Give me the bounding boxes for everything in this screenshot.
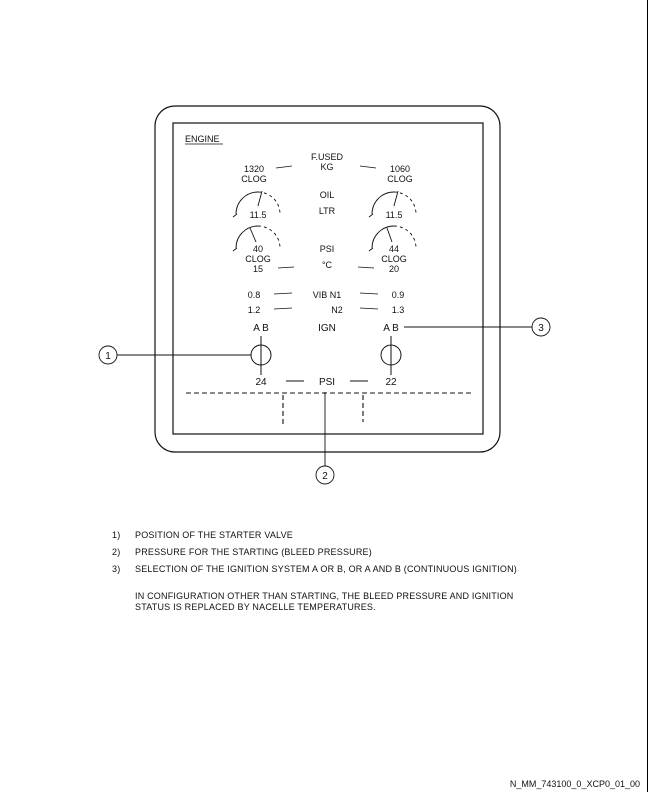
- display-screen: [172, 122, 484, 435]
- display-dashed-separator: [186, 392, 474, 424]
- left-oil-qty-gauge: [232, 190, 281, 218]
- legend-item-number: 2): [112, 546, 121, 557]
- right-fuel-dash: [359, 165, 377, 169]
- right-vib-n1-value: 0.9: [392, 290, 405, 300]
- right-oil-temp-value: 20: [389, 264, 399, 274]
- vib-n2-label: N2: [331, 305, 343, 315]
- left-starter-valve: [250, 336, 272, 375]
- legend-item: 3) SELECTION OF THE IGNITION SYSTEM A OR…: [112, 560, 612, 577]
- psi-oil-label: PSI: [320, 244, 335, 254]
- left-oil-press-gauge: [232, 225, 281, 252]
- legend-item-text: POSITION OF THE STARTER VALVE: [135, 529, 293, 540]
- display-bezel: [154, 105, 501, 453]
- callout-3-number: 3: [538, 323, 544, 334]
- right-starter-valve: [380, 336, 402, 375]
- left-oil-temp-value: 15: [253, 264, 263, 274]
- right-vib-n2-value: 1.3: [392, 305, 405, 315]
- legend-item-text: PRESSURE FOR THE STARTING (BLEED PRESSUR…: [135, 546, 372, 557]
- right-oil-press-value: 44: [389, 244, 399, 254]
- fused-label: F.USED: [311, 152, 344, 162]
- vib-n1-label: VIB N1: [313, 290, 342, 300]
- callout-1-number: 1: [105, 351, 111, 362]
- right-oil-press-gauge: [368, 225, 417, 252]
- left-oil-temp-dash: [277, 266, 295, 269]
- ltr-label: LTR: [319, 206, 336, 216]
- legend-item-number: 1): [112, 529, 121, 540]
- left-ign-ab: A B: [253, 323, 269, 334]
- right-fuel-used-value: 1060: [390, 164, 410, 174]
- callout-2-number: 2: [322, 471, 328, 482]
- legend-item-number: 3): [112, 563, 121, 574]
- left-vib-n2-value: 1.2: [248, 305, 261, 315]
- legend: 1) POSITION OF THE STARTER VALVE 2) PRES…: [112, 526, 612, 613]
- document-reference: N_MM_743100_0_XCP0_01_00: [509, 779, 640, 789]
- engine-display-diagram: ENGINE F.USED KG 1320 CLOG 1060 CLOG OIL…: [98, 105, 551, 485]
- oil-label: OIL: [320, 190, 335, 200]
- callout-leaders: [117, 326, 532, 466]
- right-oil-temp-dash: [357, 266, 375, 269]
- left-oil-clog: CLOG: [245, 254, 271, 264]
- callout-3: 3: [531, 317, 551, 337]
- right-oil-qty-value: 11.5: [386, 210, 403, 220]
- ign-label: IGN: [318, 323, 336, 334]
- legend-item: 1) POSITION OF THE STARTER VALVE: [112, 526, 612, 543]
- legend-item-text: SELECTION OF THE IGNITION SYSTEM A OR B,…: [135, 563, 517, 574]
- right-bleed-psi-value: 22: [385, 377, 397, 388]
- vib-dashes: [273, 292, 379, 310]
- bleed-psi-label: PSI: [319, 377, 335, 388]
- right-oil-clog: CLOG: [381, 254, 407, 264]
- left-bleed-psi-value: 24: [255, 377, 267, 388]
- configuration-note: IN CONFIGURATION OTHER THAN STARTING, TH…: [135, 591, 514, 612]
- callout-1: 1: [98, 345, 118, 365]
- left-fuel-clog: CLOG: [241, 174, 267, 184]
- legend-item: 2) PRESSURE FOR THE STARTING (BLEED PRES…: [112, 543, 612, 560]
- left-oil-press-value: 40: [253, 244, 263, 254]
- oil-temp-unit: °C: [322, 260, 333, 270]
- callout-2: 2: [315, 465, 335, 485]
- fused-unit: KG: [320, 162, 333, 172]
- left-vib-n1-value: 0.8: [248, 290, 261, 300]
- left-fuel-dash: [275, 165, 293, 169]
- right-fuel-clog: CLOG: [387, 174, 413, 184]
- left-oil-qty-value: 11.5: [250, 210, 267, 220]
- right-oil-qty-gauge: [368, 190, 417, 218]
- page-title: ENGINE: [185, 134, 220, 144]
- left-fuel-used-value: 1320: [244, 164, 264, 174]
- right-ign-ab: A B: [383, 323, 399, 334]
